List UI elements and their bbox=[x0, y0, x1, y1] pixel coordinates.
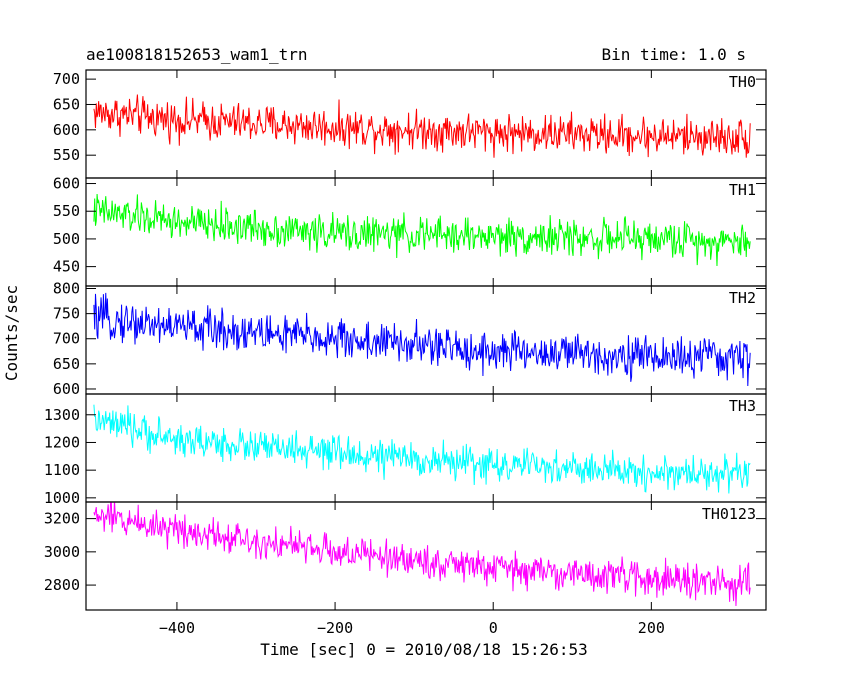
series-label-th0123: TH0123 bbox=[702, 505, 756, 523]
bin-time-label: Bin time: 1.0 s bbox=[602, 45, 747, 64]
series-label-th3: TH3 bbox=[729, 397, 756, 415]
panel-th1: 450 500 550 600 TH1 bbox=[53, 175, 767, 287]
y-axis-label: Counts/sec bbox=[2, 285, 21, 381]
y-tick-label-th1-600: 600 bbox=[53, 175, 80, 193]
x-tick-label-200: 200 bbox=[638, 619, 665, 637]
panel-th3: 1000 1100 1200 1300 TH3 bbox=[44, 393, 767, 507]
y-tick-label-th2-650: 650 bbox=[53, 355, 80, 373]
series-line-th1 bbox=[93, 194, 751, 266]
series-line-th0123 bbox=[93, 502, 751, 606]
y-tick-label-th0123-3000: 3000 bbox=[44, 543, 80, 561]
series-line-th3 bbox=[93, 404, 751, 494]
panel-frame-th0 bbox=[85, 69, 767, 179]
y-tick-label-th1-500: 500 bbox=[53, 230, 80, 248]
y-tick-label-th2-700: 700 bbox=[53, 330, 80, 348]
series-label-th0: TH0 bbox=[729, 73, 756, 91]
y-tick-label-th0-700: 700 bbox=[53, 70, 80, 88]
chart-title: ae100818152653_wam1_trn bbox=[86, 45, 308, 64]
y-tick-label-th1-450: 450 bbox=[53, 258, 80, 276]
y-tick-label-th0123-3200: 3200 bbox=[44, 510, 80, 528]
series-line-th2 bbox=[93, 292, 751, 387]
y-tick-label-th0-600: 600 bbox=[53, 121, 80, 139]
panel-frame-th0123 bbox=[85, 501, 767, 611]
panel-th0123: 2800 3000 3200 TH0123 bbox=[44, 501, 767, 611]
y-tick-label-th0123-2800: 2800 bbox=[44, 576, 80, 594]
y-tick-label-th2-800: 800 bbox=[53, 280, 80, 298]
panel-th0: 550 600 650 700 TH0 bbox=[53, 69, 767, 179]
panel-frame-th3 bbox=[85, 393, 767, 503]
panel-th2: 600 650 700 750 800 TH2 bbox=[53, 280, 767, 398]
y-tick-label-th1-550: 550 bbox=[53, 202, 80, 220]
y-tick-label-th3-1000: 1000 bbox=[44, 489, 80, 507]
series-label-th1: TH1 bbox=[729, 181, 756, 199]
y-tick-label-th0-650: 650 bbox=[53, 95, 80, 113]
series-label-th2: TH2 bbox=[729, 289, 756, 307]
y-tick-label-th0-550: 550 bbox=[53, 146, 80, 164]
y-tick-label-th3-1300: 1300 bbox=[44, 406, 80, 424]
series-line-th0 bbox=[93, 94, 751, 158]
y-tick-label-th2-600: 600 bbox=[53, 380, 80, 398]
y-tick-label-th3-1100: 1100 bbox=[44, 461, 80, 479]
x-tick-label--400: −400 bbox=[159, 619, 195, 637]
x-axis-label: Time [sec] 0 = 2010/08/18 15:26:53 bbox=[260, 640, 588, 659]
panels: 550 600 650 700 TH0 450 500 550 600 TH1 600 650 700 7… bbox=[44, 69, 767, 637]
y-tick-label-th2-750: 750 bbox=[53, 305, 80, 323]
x-tick-label-0: 0 bbox=[489, 619, 498, 637]
y-tick-label-th3-1200: 1200 bbox=[44, 433, 80, 451]
x-tick-label--200: −200 bbox=[317, 619, 353, 637]
